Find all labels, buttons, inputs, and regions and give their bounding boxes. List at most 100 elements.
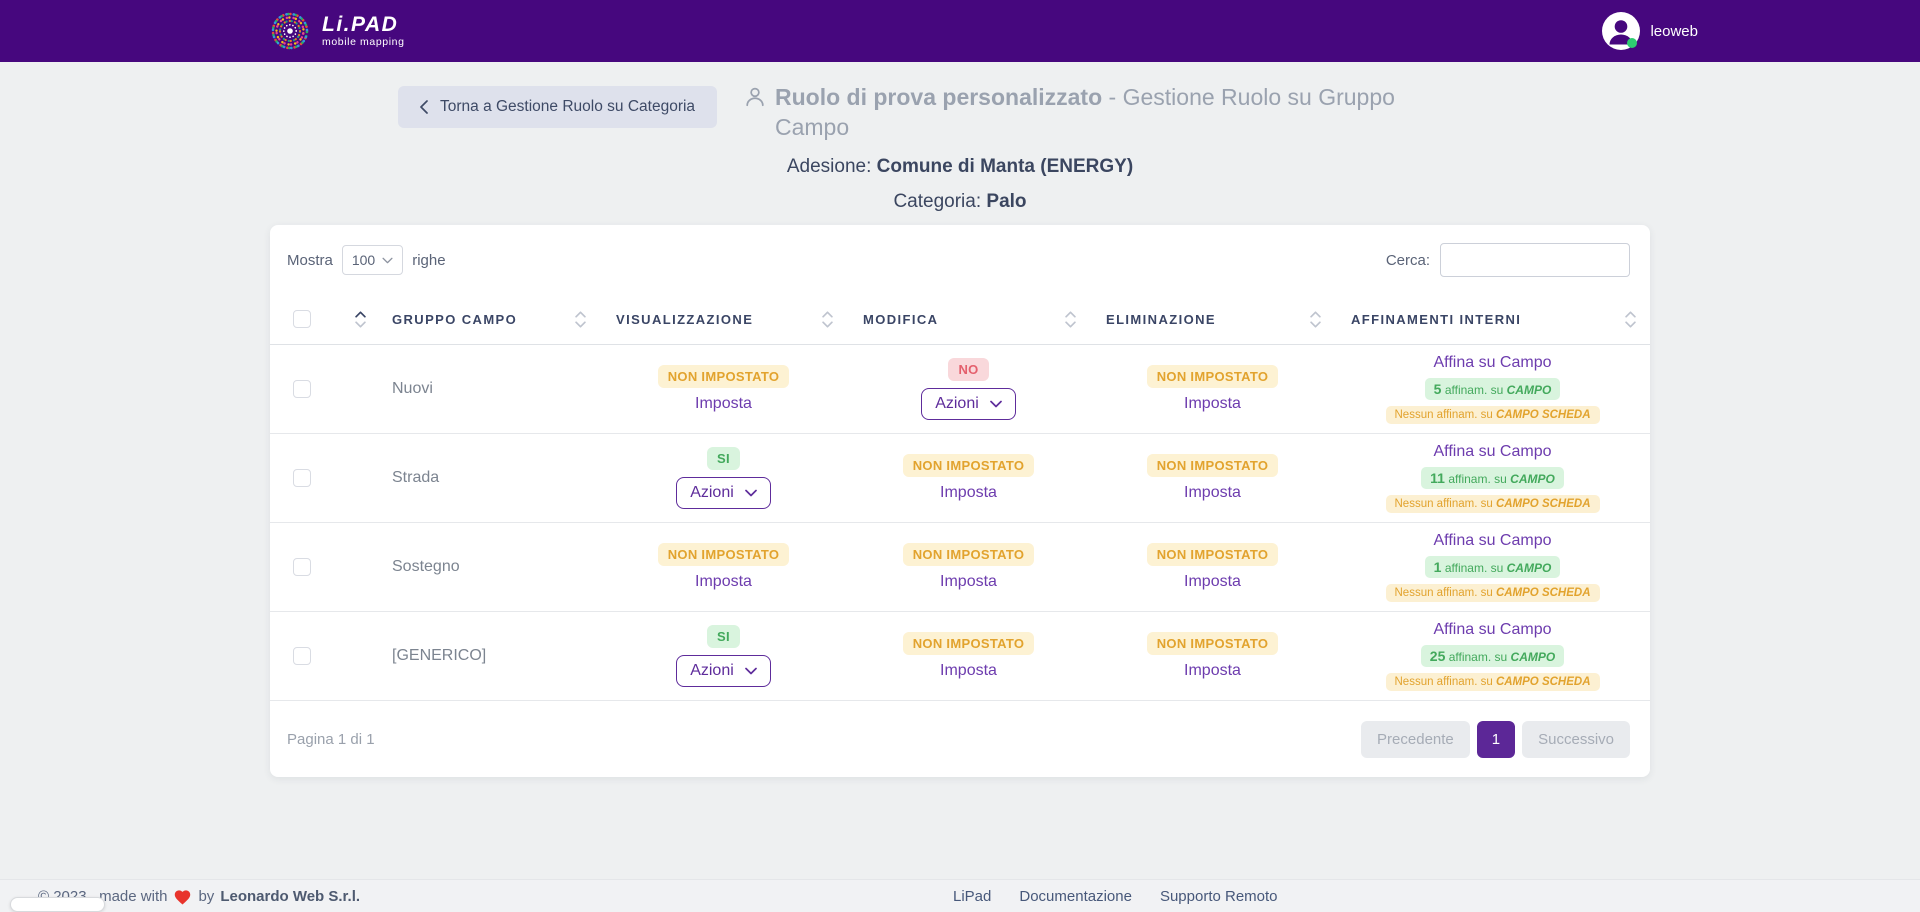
campo-count-badge: 5 affinam. su CAMPO [1424,377,1561,400]
logo-title: Li.PAD [322,13,399,37]
eliminazione-badge: NON IMPOSTATO [1146,453,1279,477]
user-avatar-icon [1602,12,1641,50]
sort-down-icon [822,321,833,328]
row-checkbox[interactable] [293,646,311,665]
modifica-badge: NON IMPOSTATO [902,631,1035,655]
horizontal-scrollbar-thumb[interactable] [10,897,105,912]
eliminazione-badge: NON IMPOSTATO [1146,631,1279,655]
gruppo-campo-name: Strada [392,468,440,486]
footer-link-documentazione[interactable]: Documentazione [1019,887,1132,905]
modifica-badge: NON IMPOSTATO [902,453,1035,477]
previous-page-button[interactable]: Precedente [1361,720,1470,758]
categoria-label: Categoria: [893,191,987,212]
col-visualizzazione[interactable]: VISUALIZZAZIONE [616,311,754,327]
back-button[interactable]: Torna a Gestione Ruolo su Categoria [398,86,718,128]
navbar: Li.PAD mobile mapping leoweb [0,0,1920,62]
imposta-link[interactable]: Imposta [695,394,752,412]
adesione-value: Comune di Manta (ENERGY) [876,156,1134,177]
sort-down-icon [1625,321,1636,328]
visualizzazione-badge: NON IMPOSTATO [657,364,790,388]
table-header-row: GRUPPO CAMPO VISUALIZZAZIONE MODIFICA [270,295,1650,344]
footer-links: LiPad Documentazione Supporto Remoto [953,888,1278,905]
sort-arrows[interactable] [575,311,586,328]
col-eliminazione[interactable]: ELIMINAZIONE [1106,311,1216,327]
user-menu[interactable]: leoweb [1602,12,1698,50]
campo-count-badge: 25 affinam. su CAMPO [1420,644,1565,667]
page-title: Ruolo di prova personalizzato - Gestione… [744,82,1424,142]
modifica-badge: NO [948,357,989,381]
by-text: by [198,887,215,905]
gruppo-campo-name: [GENERICO] [392,646,487,664]
imposta-link[interactable]: Imposta [1184,661,1241,679]
azioni-select[interactable]: Azioni [676,476,771,509]
visualizzazione-badge: SI [707,624,740,648]
imposta-link[interactable]: Imposta [1184,394,1241,412]
imposta-link[interactable]: Imposta [940,483,997,501]
page-size-select[interactable]: 100 [341,245,404,275]
campo-scheda-badge: Nessun affinam. su CAMPO SCHEDA [1385,583,1600,602]
sort-down-icon [575,321,586,328]
categoria-value: Palo [986,191,1027,212]
visualizzazione-badge: SI [707,446,740,470]
sort-up-icon [575,311,586,318]
affina-su-campo-link[interactable]: Affina su Campo [1433,620,1552,638]
page-size-value: 100 [351,252,376,268]
page-title-suffix: - Gestione Ruolo su Gruppo Campo [775,84,1395,140]
imposta-link[interactable]: Imposta [1184,572,1241,590]
table-row: Sostegno NON IMPOSTATO Imposta NON IMPOS… [270,522,1650,611]
campo-count-badge: 11 affinam. su CAMPO [1421,466,1564,489]
gruppo-campo-name: Sostegno [392,557,460,575]
app-logo[interactable]: Li.PAD mobile mapping [268,9,405,53]
imposta-link[interactable]: Imposta [940,572,997,590]
show-label: Mostra [287,251,333,269]
footer: © 2023 , made with by Leonardo Web S.r.l… [0,879,1920,912]
row-checkbox[interactable] [293,379,311,398]
chevron-left-icon [420,100,428,114]
search-label: Cerca: [1385,251,1430,269]
pagination-status: Pagina 1 di 1 [287,730,375,748]
visualizzazione-badge: NON IMPOSTATO [657,542,790,566]
sort-arrows[interactable] [1625,311,1636,328]
azioni-select[interactable]: Azioni [921,387,1016,420]
gruppo-campo-table: GRUPPO CAMPO VISUALIZZAZIONE MODIFICA [270,295,1650,701]
avatar [1602,12,1641,50]
sort-up-icon [1310,311,1321,318]
page-1-button[interactable]: 1 [1476,720,1516,758]
chevron-down-icon [744,489,757,496]
sort-down-icon [1310,321,1321,328]
gruppo-campo-name: Nuovi [392,379,433,397]
col-affinamenti-interni[interactable]: AFFINAMENTI INTERNI [1351,311,1522,327]
affina-su-campo-link[interactable]: Affina su Campo [1433,531,1552,549]
imposta-link[interactable]: Imposta [695,572,752,590]
table-row: [GENERICO] SI Azioni NON IMPOSTATO Impos… [270,611,1650,700]
footer-link-lipad[interactable]: LiPad [953,887,992,905]
sort-arrows[interactable] [355,311,366,328]
col-modifica[interactable]: MODIFICA [863,311,939,327]
sort-arrows[interactable] [1310,311,1321,328]
imposta-link[interactable]: Imposta [940,661,997,679]
affina-su-campo-link[interactable]: Affina su Campo [1433,442,1552,460]
sort-arrows[interactable] [1065,311,1076,328]
azioni-select[interactable]: Azioni [676,654,771,687]
sort-arrows[interactable] [822,311,833,328]
col-gruppo-campo[interactable]: GRUPPO CAMPO [392,311,518,327]
footer-link-supporto-remoto[interactable]: Supporto Remoto [1159,887,1278,905]
heart-icon [175,889,191,904]
imposta-link[interactable]: Imposta [1184,483,1241,501]
campo-scheda-badge: Nessun affinam. su CAMPO SCHEDA [1385,672,1600,691]
row-checkbox[interactable] [293,557,311,576]
affina-su-campo-link[interactable]: Affina su Campo [1433,353,1552,371]
select-all-checkbox[interactable] [293,310,311,329]
campo-count-badge: 1 affinam. su CAMPO [1424,555,1561,578]
search-input[interactable] [1440,243,1630,277]
role-name: Ruolo di prova personalizzato [775,84,1103,110]
adesione-line: Adesione: Comune di Manta (ENERGY) [0,156,1920,178]
sort-down-icon [1065,321,1076,328]
row-checkbox[interactable] [293,468,311,487]
sort-up-icon [1065,311,1076,318]
next-page-button[interactable]: Successivo [1522,720,1630,758]
sort-up-icon [822,311,833,318]
campo-scheda-badge: Nessun affinam. su CAMPO SCHEDA [1385,405,1600,424]
company-name: Leonardo Web S.r.l. [220,887,361,905]
username: leoweb [1650,22,1698,40]
